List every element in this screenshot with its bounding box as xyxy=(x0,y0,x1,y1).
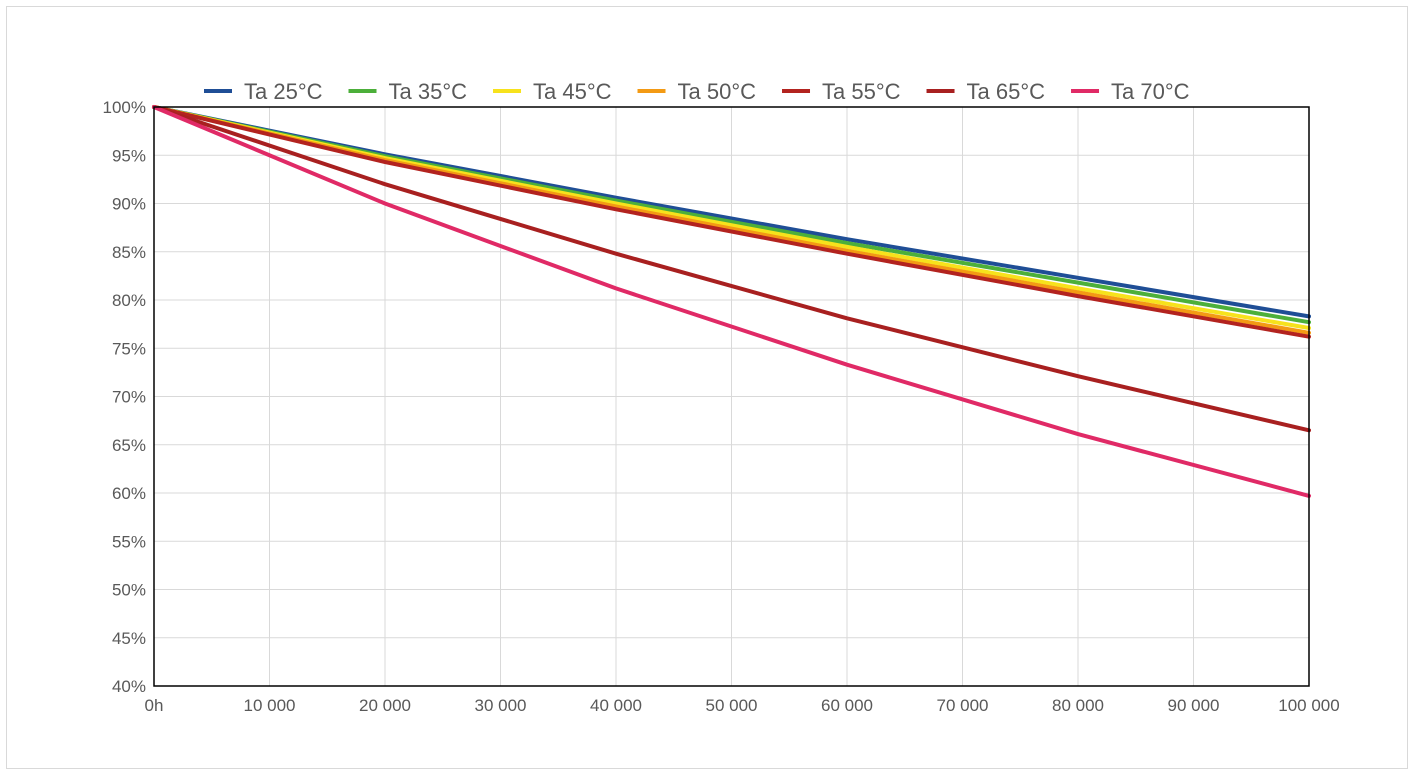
y-tick-label: 40% xyxy=(112,677,146,696)
y-tick-label: 100% xyxy=(103,98,146,117)
y-tick-label: 95% xyxy=(112,146,146,165)
chart-frame xyxy=(6,6,1408,769)
y-tick-label: 50% xyxy=(112,581,146,600)
legend-label: Ta 45°C xyxy=(533,79,612,104)
y-tick-label: 75% xyxy=(112,339,146,358)
series-line-6 xyxy=(152,105,1311,433)
x-tick-label: 60 000 xyxy=(821,696,873,715)
x-tick-label: 70 000 xyxy=(937,696,989,715)
y-tick-label: 55% xyxy=(112,532,146,551)
legend-label: Ta 25°C xyxy=(244,79,323,104)
legend-label: Ta 65°C xyxy=(967,79,1046,104)
legend-label: Ta 50°C xyxy=(678,79,757,104)
y-tick-label: 70% xyxy=(112,388,146,407)
y-tick-label: 45% xyxy=(112,629,146,648)
x-tick-label: 90 000 xyxy=(1168,696,1220,715)
x-tick-label: 100 000 xyxy=(1278,696,1339,715)
y-tick-label: 85% xyxy=(112,243,146,262)
x-axis-ticks: 0h 10 000 20 000 30 000 40 000 50 000 60 000 70… xyxy=(145,696,1340,715)
gridlines xyxy=(153,106,1310,687)
legend-label: Ta 35°C xyxy=(389,79,468,104)
y-tick-label: 80% xyxy=(112,291,146,310)
y-tick-label: 60% xyxy=(112,484,146,503)
y-axis-ticks: 40% 45% 50% 55% 60% 65% 70% 75% 80% 85% 90% 95% 100% xyxy=(103,98,146,696)
x-tick-label: 50 000 xyxy=(706,696,758,715)
series-line-7 xyxy=(152,105,1311,498)
x-tick-label: 80 000 xyxy=(1052,696,1104,715)
x-tick-label: 10 000 xyxy=(244,696,296,715)
x-tick-label: 0h xyxy=(145,696,164,715)
legend-label: Ta 70°C xyxy=(1111,79,1190,104)
y-tick-label: 90% xyxy=(112,195,146,214)
y-tick-label: 65% xyxy=(112,436,146,455)
legend: Ta 25°C Ta 35°C Ta 45°C Ta 50°C Ta 55°C Ta 65… xyxy=(204,79,1190,104)
legend-label: Ta 55°C xyxy=(822,79,901,104)
x-tick-label: 20 000 xyxy=(359,696,411,715)
x-tick-label: 40 000 xyxy=(590,696,642,715)
x-tick-label: 30 000 xyxy=(475,696,527,715)
plot-area-border xyxy=(153,106,1310,687)
series-line-5 xyxy=(152,105,1311,339)
series-lines xyxy=(152,105,1311,498)
